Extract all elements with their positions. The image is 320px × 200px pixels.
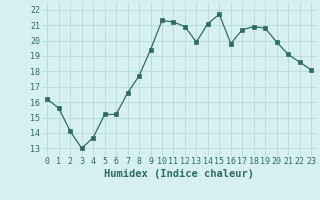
X-axis label: Humidex (Indice chaleur): Humidex (Indice chaleur) [104, 169, 254, 179]
